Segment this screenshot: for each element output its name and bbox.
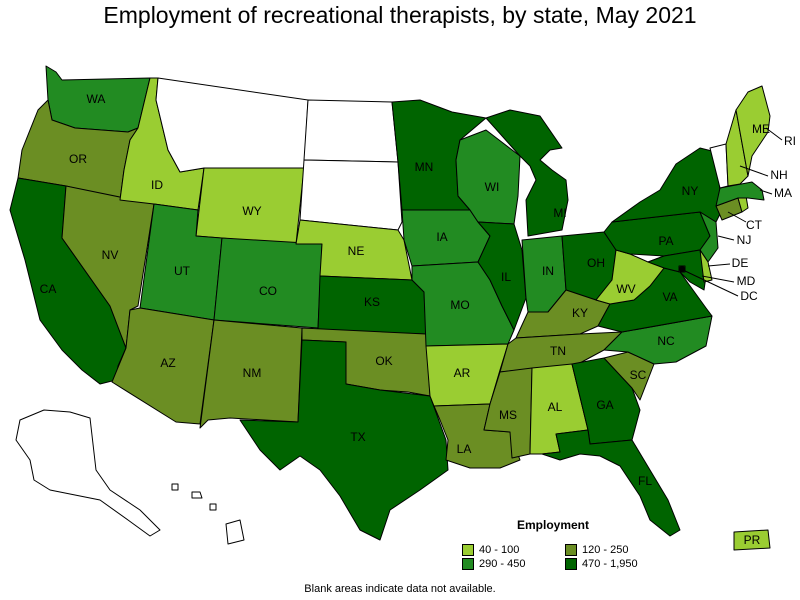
- state-labels: WA OR CA NV ID WY UT AZ CO NM NE KS OK T…: [40, 92, 796, 547]
- state-label-KS: KS: [364, 295, 380, 309]
- dc-marker: [679, 266, 685, 272]
- state-SC[interactable]: [603, 351, 655, 401]
- state-label-DE: DE: [732, 256, 749, 270]
- state-label-VA: VA: [662, 290, 677, 304]
- legend-item: 290 - 450: [462, 558, 565, 570]
- state-label-NV: NV: [102, 248, 119, 262]
- state-label-WI: WI: [485, 180, 500, 194]
- state-MD[interactable]: [647, 249, 709, 291]
- state-label-FL: FL: [638, 474, 652, 488]
- state-AK[interactable]: [15, 409, 161, 537]
- state-FL[interactable]: [541, 429, 681, 537]
- state-label-PR: PR: [744, 533, 761, 547]
- state-label-MI: MI: [553, 206, 566, 220]
- state-label-ME: ME: [752, 122, 770, 136]
- state-label-AR: AR: [454, 366, 471, 380]
- leader-lines: [682, 127, 783, 297]
- state-label-KY: KY: [572, 306, 588, 320]
- state-label-SC: SC: [630, 368, 647, 382]
- footnote: Blank areas indicate data not available.: [304, 583, 496, 595]
- state-DE[interactable]: [699, 249, 713, 283]
- state-SD[interactable]: [299, 159, 403, 231]
- leader-line-ma: [759, 189, 773, 195]
- state-MA[interactable]: [715, 181, 765, 207]
- state-label-AL: AL: [548, 400, 563, 414]
- state-MT[interactable]: [155, 77, 309, 173]
- state-label-WA: WA: [87, 92, 106, 106]
- leader-line-md: [701, 275, 735, 283]
- state-label-MO: MO: [450, 298, 469, 312]
- legend-swatch: [462, 558, 474, 570]
- leader-line-nj: [717, 235, 735, 241]
- state-ME[interactable]: [735, 85, 771, 177]
- legend-item: 120 - 250: [565, 544, 645, 556]
- state-label-IN: IN: [542, 264, 554, 278]
- legend-title: Employment: [516, 518, 589, 532]
- legend-item: 40 - 100: [462, 544, 565, 556]
- state-label-OR: OR: [69, 152, 87, 166]
- state-label-CA: CA: [40, 282, 57, 296]
- state-label-PA: PA: [658, 234, 673, 248]
- state-label-UT: UT: [174, 264, 191, 278]
- state-MI[interactable]: [485, 109, 569, 237]
- legend-label: 120 - 250: [582, 544, 629, 556]
- map-title: Employment of recreational therapists, b…: [103, 2, 697, 28]
- state-label-AZ: AZ: [160, 356, 175, 370]
- legend: Employment 40 - 100 120 - 250 290 - 450 …: [462, 518, 638, 570]
- state-label-TN: TN: [550, 344, 566, 358]
- state-label-OK: OK: [375, 354, 392, 368]
- state-PR[interactable]: [733, 529, 771, 551]
- state-IL[interactable]: [477, 221, 527, 331]
- legend-items: 40 - 100 120 - 250 290 - 450 470 - 1,950: [462, 544, 638, 570]
- state-label-NY: NY: [682, 184, 699, 198]
- legend-swatch: [462, 544, 474, 556]
- state-label-ID: ID: [151, 178, 163, 192]
- state-label-CT: CT: [746, 218, 763, 232]
- legend-label: 290 - 450: [479, 558, 526, 570]
- state-label-MA: MA: [774, 186, 792, 200]
- legend-item: 470 - 1,950: [565, 558, 645, 570]
- state-TX[interactable]: [239, 339, 449, 541]
- leader-line-dc: [682, 269, 739, 297]
- state-TN[interactable]: [499, 331, 623, 373]
- legend-swatch: [565, 558, 577, 570]
- state-label-WV: WV: [616, 282, 635, 296]
- state-label-CO: CO: [259, 284, 277, 298]
- state-ND[interactable]: [303, 99, 399, 163]
- state-label-TX: TX: [350, 430, 365, 444]
- leader-line-de: [707, 263, 731, 267]
- state-label-IL: IL: [501, 270, 511, 284]
- legend-label: 470 - 1,950: [582, 558, 638, 570]
- leader-line-nh: [739, 165, 769, 177]
- state-NC[interactable]: [603, 315, 713, 365]
- leader-line-ri: [765, 127, 783, 141]
- state-label-NH: NH: [770, 168, 787, 182]
- state-label-DC: DC: [740, 289, 758, 303]
- state-label-MD: MD: [737, 274, 756, 288]
- state-label-NM: NM: [243, 366, 262, 380]
- state-label-NJ: NJ: [737, 233, 752, 247]
- state-label-OH: OH: [587, 256, 605, 270]
- state-label-WY: WY: [242, 204, 261, 218]
- state-CO[interactable]: [213, 237, 323, 329]
- state-label-NC: NC: [657, 334, 675, 348]
- state-label-RI: RI: [784, 134, 796, 148]
- leader-line-ct: [727, 211, 747, 223]
- legend-label: 40 - 100: [479, 544, 520, 556]
- state-label-LA: LA: [457, 442, 472, 456]
- legend-swatch: [565, 544, 577, 556]
- state-label-MN: MN: [415, 160, 434, 174]
- state-label-GA: GA: [596, 398, 613, 412]
- state-label-NE: NE: [348, 244, 365, 258]
- state-label-IA: IA: [436, 230, 447, 244]
- state-label-MS: MS: [499, 408, 517, 422]
- state-NY[interactable]: [611, 147, 723, 223]
- state-HI[interactable]: [171, 483, 245, 545]
